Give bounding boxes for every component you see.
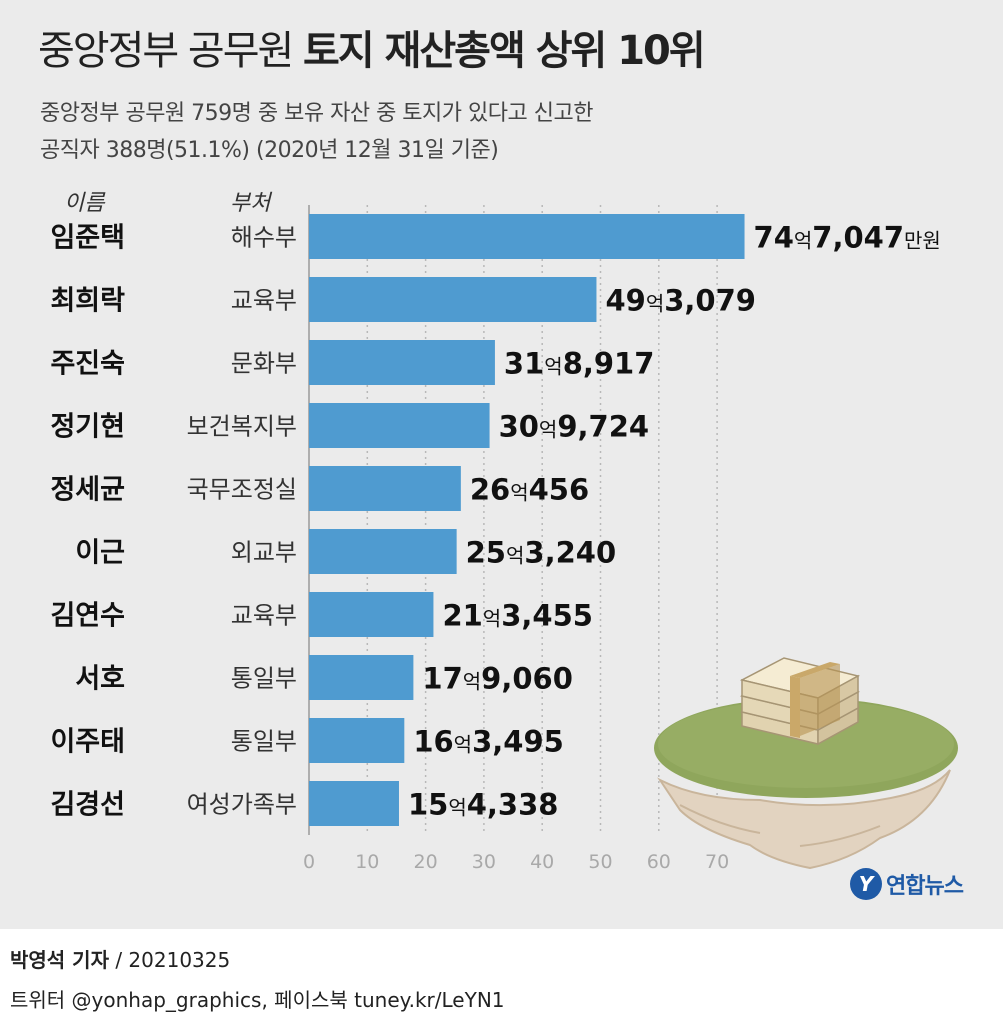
x-tick-label: 30 <box>472 851 496 873</box>
person-name: 정기현 <box>50 412 125 443</box>
ministry-label: 교육부 <box>231 602 297 630</box>
bar <box>309 592 434 637</box>
bar-value-label: 26억456 <box>470 473 589 507</box>
x-axis-ticks: 0 10 20 30 40 50 60 70 <box>303 851 729 873</box>
x-tick-label: 70 <box>705 851 729 873</box>
person-name: 이주태 <box>50 727 125 758</box>
person-name: 이근 <box>75 538 125 569</box>
bar-value-label: 30억9,724 <box>499 410 650 444</box>
ministry-label: 보건복지부 <box>187 413 297 441</box>
ministry-label: 여성가족부 <box>187 791 297 819</box>
ministry-label: 통일부 <box>231 728 297 756</box>
x-tick-label: 60 <box>647 851 671 873</box>
ministry-label: 문화부 <box>231 350 297 378</box>
bar <box>309 781 399 826</box>
yonhap-logo: Y 연합뉴스 <box>850 868 964 900</box>
bar-value-label: 17억9,060 <box>422 662 573 696</box>
person-name: 주진숙 <box>50 349 125 380</box>
bar-value-label: 31억8,917 <box>504 347 654 381</box>
bar-value-label: 16억3,495 <box>413 725 564 759</box>
x-tick-label: 50 <box>588 851 612 873</box>
x-tick-label: 20 <box>414 851 438 873</box>
ministry-column-header: 부처 <box>230 191 271 216</box>
bar <box>309 403 490 448</box>
ministry-label: 국무조정실 <box>187 476 297 504</box>
title-light: 중앙정부 공무원 <box>38 28 294 74</box>
credit-social-line: 트위터 @yonhap_graphics, 페이스북 tuney.kr/LeYN… <box>10 988 505 1012</box>
x-tick-label: 40 <box>530 851 554 873</box>
name-column-header: 이름 <box>64 191 105 216</box>
ministry-label: 해수부 <box>231 224 297 252</box>
bar <box>309 655 414 700</box>
bar <box>309 529 457 574</box>
bar-value-label: 25억3,240 <box>466 536 617 570</box>
title-bold: 토지 재산총액 상위 10위 <box>303 28 706 74</box>
person-name: 최희락 <box>50 286 125 317</box>
person-name: 임준택 <box>50 223 125 254</box>
ministry-label: 외교부 <box>231 539 297 567</box>
ministry-label: 교육부 <box>231 287 297 315</box>
ministry-label: 통일부 <box>231 665 297 693</box>
bar <box>309 214 745 259</box>
chart-title: 중앙정부 공무원 토지 재산총액 상위 10위 <box>38 18 706 76</box>
bar-value-label: 15억4,338 <box>408 788 559 822</box>
subtitle-line-1: 중앙정부 공무원 759명 중 보유 자산 중 토지가 있다고 신고한 <box>40 101 593 126</box>
author-name: 박영석 기자 <box>10 948 109 972</box>
bar-value-label: 21억3,455 <box>442 599 593 633</box>
x-tick-label: 0 <box>303 851 315 873</box>
bar-value-label: 74억7,047만원 <box>754 221 941 255</box>
person-name: 정세균 <box>50 475 125 506</box>
person-name: 김경선 <box>50 790 125 821</box>
credit-author-line: 박영석 기자 / 20210325 <box>10 944 230 973</box>
yonhap-logo-text: 연합뉴스 <box>886 874 964 899</box>
person-name: 김연수 <box>50 601 125 632</box>
x-tick-label: 10 <box>355 851 379 873</box>
yonhap-logo-icon: Y <box>850 868 882 900</box>
land-money-illustration <box>654 657 958 870</box>
bar-value-label: 49억3,079 <box>605 284 756 318</box>
subtitle-line-2: 공직자 388명(51.1%) (2020년 12월 31일 기준) <box>40 138 499 163</box>
bar <box>309 466 461 511</box>
bar <box>309 277 597 322</box>
publish-date: / 20210325 <box>108 948 231 972</box>
bar <box>309 340 495 385</box>
bar <box>309 718 405 763</box>
person-name: 서호 <box>75 664 125 695</box>
